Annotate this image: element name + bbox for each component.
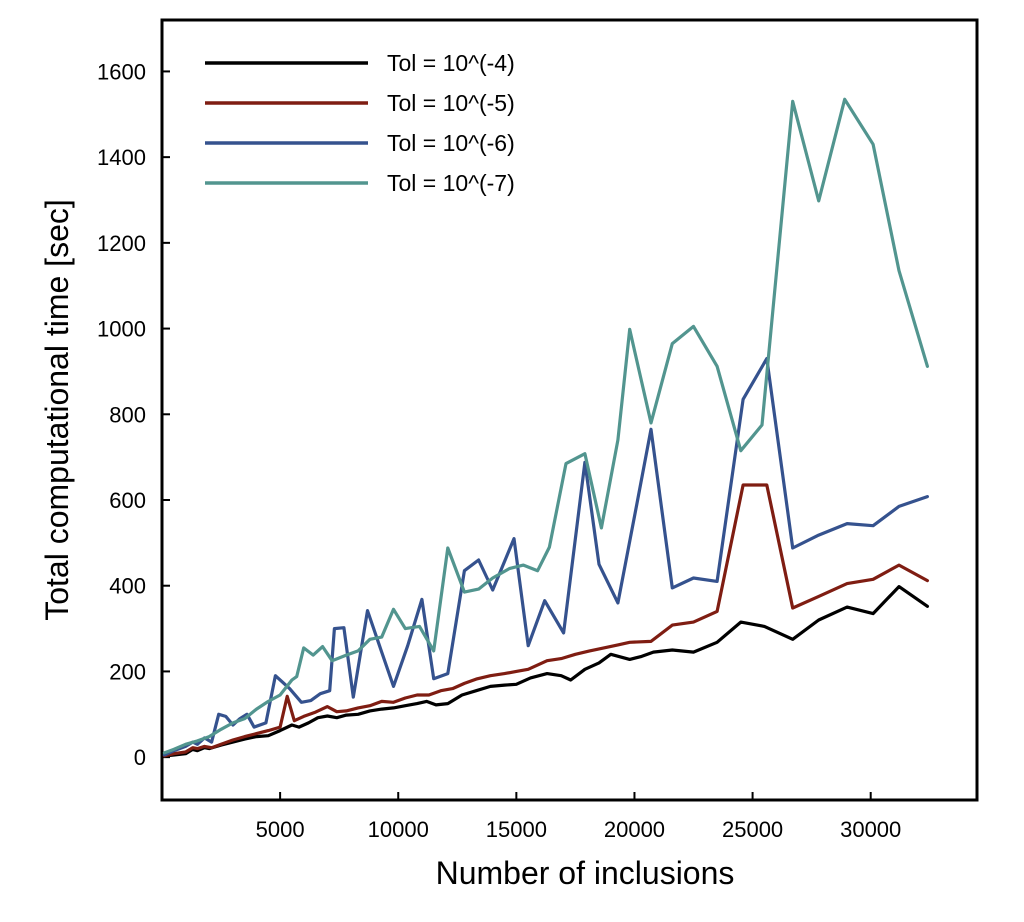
y-axis-label: Total computational time [sec] (39, 199, 75, 621)
legend: Tol = 10^(-4) Tol = 10^(-5) Tol = 10^(-6) T… (205, 50, 515, 196)
x-tick-label: 25000 (722, 817, 783, 842)
legend-label: Tol = 10^(-5) (387, 90, 515, 116)
series-line-4 (162, 97, 929, 755)
series-line-2 (162, 483, 929, 758)
legend-label: Tol = 10^(-6) (387, 130, 515, 156)
x-tick-label: 5000 (256, 817, 305, 842)
y-tick-label: 1400 (97, 145, 146, 170)
y-tick-label: 1000 (97, 317, 146, 342)
plot-frame (160, 18, 979, 802)
y-tick-label: 1200 (97, 231, 146, 256)
y-tick-label: 400 (109, 574, 146, 599)
plot-area: 5000 10000 15000 20000 25000 30000 0 200 400 600… (97, 18, 979, 842)
y-tick-label: 800 (109, 402, 146, 427)
y-tick-label: 600 (109, 488, 146, 513)
series-line-1 (162, 585, 929, 758)
y-tick-label: 200 (109, 659, 146, 684)
x-tick-label: 15000 (486, 817, 547, 842)
series-line-3 (162, 357, 929, 757)
x-tick-label: 10000 (368, 817, 429, 842)
legend-entry: Tol = 10^(-5) (205, 90, 515, 116)
x-tick-label: 30000 (840, 817, 901, 842)
x-axis-label: Number of inclusions (436, 855, 735, 891)
legend-label: Tol = 10^(-7) (387, 170, 515, 196)
y-axis-ticks: 0 200 400 600 800 1000 1200 1400 1600 (97, 59, 170, 770)
series-lines (162, 97, 929, 758)
x-tick-label: 20000 (604, 817, 665, 842)
legend-entry: Tol = 10^(-7) (205, 170, 515, 196)
legend-entry: Tol = 10^(-6) (205, 130, 515, 156)
y-tick-label: 0 (134, 745, 146, 770)
y-tick-label: 1600 (97, 59, 146, 84)
legend-label: Tol = 10^(-4) (387, 50, 515, 76)
legend-entry: Tol = 10^(-4) (205, 50, 515, 76)
x-axis-ticks: 5000 10000 15000 20000 25000 30000 (256, 792, 901, 842)
